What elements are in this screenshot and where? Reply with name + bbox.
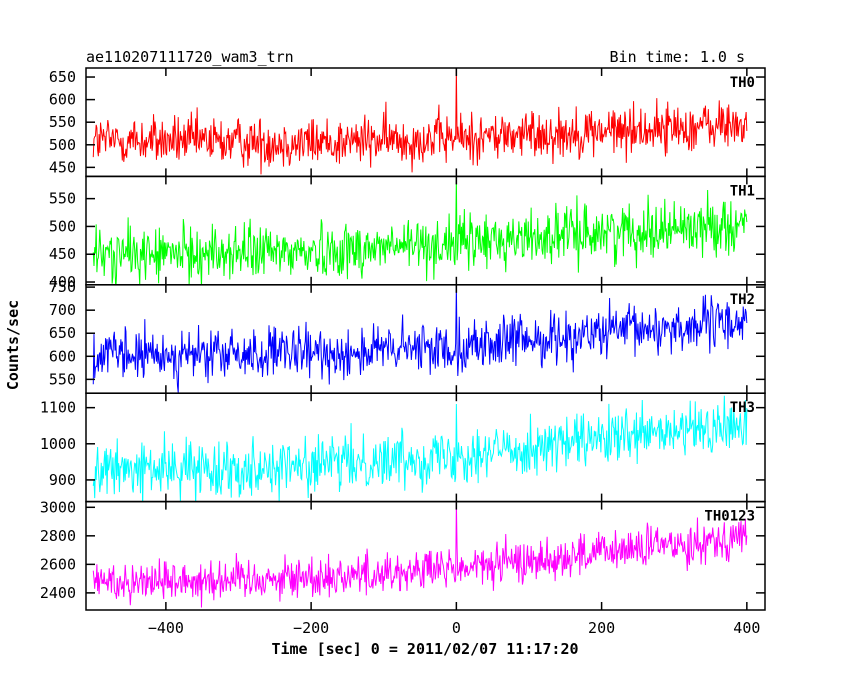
panel-label-th0: TH0: [730, 75, 755, 91]
y-tick-label: 450: [49, 245, 76, 263]
y-tick-label: 2600: [40, 555, 76, 573]
y-tick-label: 550: [49, 113, 76, 131]
y-tick-label: 700: [49, 301, 76, 319]
y-tick-label: 600: [49, 347, 76, 365]
bin-time-title: Bin time: 1.0 s: [610, 48, 745, 66]
y-tick-label: 900: [49, 471, 76, 489]
y-tick-label: 1100: [40, 399, 76, 417]
light-curve-panels: 450 500 550 600 650 TH0 400 450 500 550 TH1 550 600 6…: [40, 67, 766, 611]
x-axis: −400 −200 0 200 400: [148, 619, 761, 637]
x-tick-label: −200: [293, 619, 329, 637]
y-tick-label: 450: [49, 158, 76, 176]
panel-th1: 400 450 500 550 TH1: [49, 175, 766, 291]
y-tick-label: 600: [49, 91, 76, 109]
y-tick-label: 3000: [40, 498, 76, 516]
x-tick-label: 0: [452, 619, 461, 637]
y-tick-label: 550: [49, 370, 76, 388]
panel-label-th2: TH2: [730, 292, 755, 308]
panel-frame: [85, 392, 766, 503]
y-tick-label: 2800: [40, 527, 76, 545]
y-tick-label: 750: [49, 278, 76, 296]
y-tick-label: 550: [49, 190, 76, 208]
y-axis-label: Counts/sec: [4, 300, 22, 390]
series-line-th0: [92, 68, 748, 175]
y-tick-label: 2400: [40, 584, 76, 602]
observation-id-title: ae110207111720_wam3_trn: [86, 48, 294, 66]
x-tick-label: 400: [733, 619, 760, 637]
panel-label-th0123: TH0123: [704, 509, 755, 525]
x-tick-label: −400: [148, 619, 184, 637]
series-line-th3: [92, 395, 748, 502]
y-tick-label: 1000: [40, 435, 76, 453]
panel-th2: 550 600 650 700 750 TH2: [49, 278, 766, 394]
panel-th3: 900 1000 1100 TH3: [40, 392, 766, 503]
panel-label-th1: TH1: [730, 183, 755, 199]
x-axis-label: Time [sec] 0 = 2011/02/07 11:17:20: [271, 640, 578, 658]
series-line-th2: [92, 284, 748, 393]
series-line-th0123: [92, 501, 748, 608]
y-tick-label: 500: [49, 217, 76, 235]
panel-th0: 450 500 550 600 650 TH0: [49, 67, 766, 178]
panel-label-th3: TH3: [730, 400, 755, 416]
y-tick-label: 650: [49, 68, 76, 86]
series-line-th1: [92, 176, 748, 285]
panel-frame: [85, 500, 766, 611]
panel-th0123: 2400 2600 2800 3000 TH0123: [40, 498, 766, 611]
y-tick-label: 500: [49, 136, 76, 154]
y-tick-label: 400: [49, 273, 76, 291]
panel-frame: [85, 284, 766, 394]
y-tick-label: 650: [49, 324, 76, 342]
x-tick-label: 200: [588, 619, 615, 637]
